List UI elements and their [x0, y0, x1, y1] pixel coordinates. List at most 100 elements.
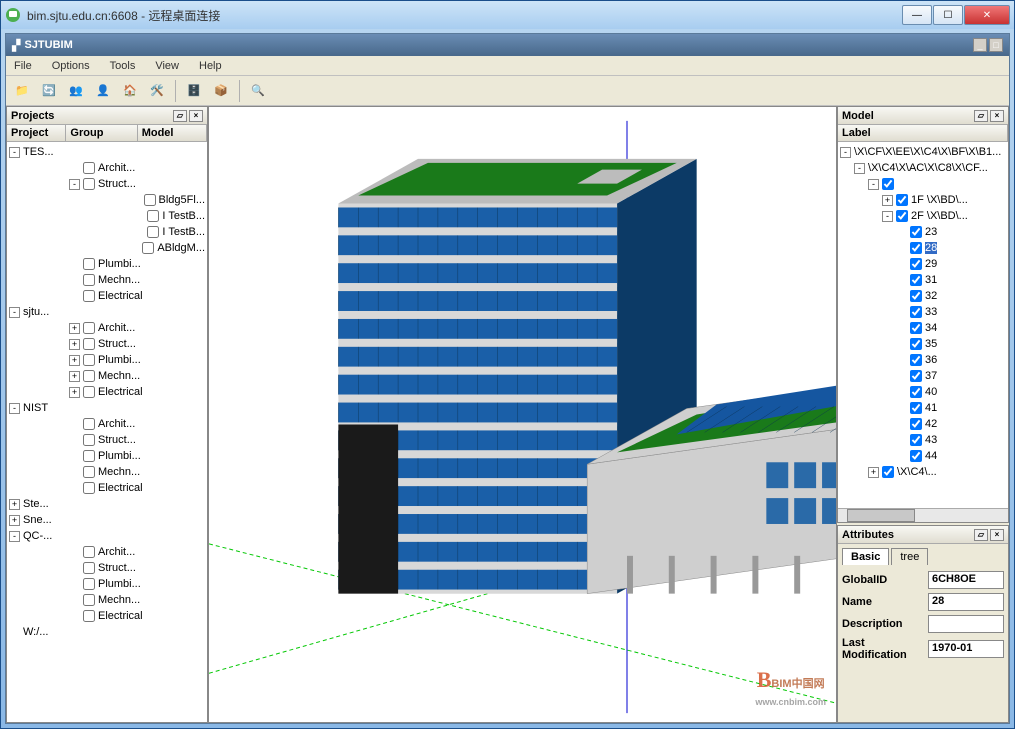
expand-icon[interactable]: +: [69, 387, 80, 398]
tree-checkbox[interactable]: [882, 466, 894, 478]
menu-help[interactable]: Help: [195, 58, 226, 74]
tree-checkbox[interactable]: [910, 242, 922, 254]
tree-checkbox[interactable]: [896, 194, 908, 206]
tree-row[interactable]: Plumbi...: [9, 256, 205, 272]
tree-checkbox[interactable]: [83, 354, 95, 366]
collapse-icon[interactable]: -: [840, 147, 851, 158]
tree-row[interactable]: 44: [840, 448, 1006, 464]
tree-row[interactable]: Struct...: [9, 560, 205, 576]
tree-checkbox[interactable]: [83, 178, 95, 190]
col-model[interactable]: Model: [138, 125, 207, 141]
tree-row[interactable]: Struct...: [9, 432, 205, 448]
panel-float-button[interactable]: ▱: [974, 529, 988, 541]
home-icon[interactable]: 🏠: [118, 79, 142, 103]
tab-tree[interactable]: tree: [891, 548, 928, 565]
tree-row[interactable]: 35: [840, 336, 1006, 352]
tree-row[interactable]: +Electrical: [9, 384, 205, 400]
tree-checkbox[interactable]: [83, 578, 95, 590]
package-icon[interactable]: 📦: [209, 79, 233, 103]
app-min-button[interactable]: _: [973, 38, 987, 52]
tree-row[interactable]: -: [840, 176, 1006, 192]
tree-row[interactable]: ABldgM...: [9, 240, 205, 256]
tree-checkbox[interactable]: [83, 162, 95, 174]
tree-checkbox[interactable]: [910, 370, 922, 382]
collapse-icon[interactable]: -: [69, 179, 80, 190]
expand-icon[interactable]: +: [69, 339, 80, 350]
tree-checkbox[interactable]: [910, 402, 922, 414]
tree-row[interactable]: -sjtu...: [9, 304, 205, 320]
tree-row[interactable]: Electrical: [9, 480, 205, 496]
tree-checkbox[interactable]: [910, 274, 922, 286]
collapse-icon[interactable]: -: [854, 163, 865, 174]
scrollbar-h[interactable]: [838, 508, 1008, 522]
tree-row[interactable]: Plumbi...: [9, 448, 205, 464]
expand-icon[interactable]: +: [69, 323, 80, 334]
panel-float-button[interactable]: ▱: [974, 110, 988, 122]
expand-icon[interactable]: +: [69, 371, 80, 382]
db-icon[interactable]: 🗄️: [182, 79, 206, 103]
tree-checkbox[interactable]: [910, 434, 922, 446]
tree-checkbox[interactable]: [83, 434, 95, 446]
user-icon[interactable]: 👤: [91, 79, 115, 103]
folder-icon[interactable]: 📁: [10, 79, 34, 103]
tree-checkbox[interactable]: [896, 210, 908, 222]
tree-checkbox[interactable]: [83, 562, 95, 574]
tree-row[interactable]: Electrical: [9, 608, 205, 624]
expand-icon[interactable]: +: [69, 355, 80, 366]
tree-row[interactable]: +Ste...: [9, 496, 205, 512]
tree-checkbox[interactable]: [83, 290, 95, 302]
search-icon[interactable]: 🔍: [246, 79, 270, 103]
collapse-icon[interactable]: -: [9, 531, 20, 542]
tree-row[interactable]: -\X\CF\X\EE\X\C4\X\BF\X\B1...: [840, 144, 1006, 160]
menu-options[interactable]: Options: [48, 58, 94, 74]
tree-checkbox[interactable]: [910, 450, 922, 462]
tree-checkbox[interactable]: [83, 466, 95, 478]
viewport-3d[interactable]: BBIM中国网 www.cnbim.com: [208, 106, 837, 723]
tree-row[interactable]: -2F \X\BD\...: [840, 208, 1006, 224]
tree-checkbox[interactable]: [83, 546, 95, 558]
projects-tree[interactable]: -TES...Archit...-Struct...Bldg5Fl...I Te…: [7, 142, 207, 722]
tree-row[interactable]: Archit...: [9, 416, 205, 432]
tree-row[interactable]: Archit...: [9, 544, 205, 560]
tree-checkbox[interactable]: [144, 194, 156, 206]
tab-basic[interactable]: Basic: [842, 548, 889, 565]
tree-row[interactable]: +Archit...: [9, 320, 205, 336]
tree-row[interactable]: I TestB...: [9, 224, 205, 240]
tree-row[interactable]: +Mechn...: [9, 368, 205, 384]
tree-checkbox[interactable]: [910, 306, 922, 318]
tree-checkbox[interactable]: [910, 386, 922, 398]
tree-row[interactable]: I TestB...: [9, 208, 205, 224]
tree-checkbox[interactable]: [83, 322, 95, 334]
col-group[interactable]: Group: [66, 125, 137, 141]
tree-row[interactable]: 23: [840, 224, 1006, 240]
tree-row[interactable]: Archit...: [9, 160, 205, 176]
tree-checkbox[interactable]: [910, 338, 922, 350]
panel-close-button[interactable]: ×: [990, 529, 1004, 541]
tree-row[interactable]: 31: [840, 272, 1006, 288]
collapse-icon[interactable]: -: [882, 211, 893, 222]
collapse-icon[interactable]: -: [9, 403, 20, 414]
tree-row[interactable]: 37: [840, 368, 1006, 384]
tree-checkbox[interactable]: [910, 258, 922, 270]
tree-row[interactable]: -TES...: [9, 144, 205, 160]
tree-checkbox[interactable]: [83, 338, 95, 350]
tree-row[interactable]: Mechn...: [9, 592, 205, 608]
tree-row[interactable]: 34: [840, 320, 1006, 336]
tree-checkbox[interactable]: [910, 322, 922, 334]
panel-close-button[interactable]: ×: [189, 110, 203, 122]
col-project[interactable]: Project: [7, 125, 66, 141]
tree-row[interactable]: W:/...: [9, 624, 205, 640]
tree-checkbox[interactable]: [910, 226, 922, 238]
tree-row[interactable]: 28: [840, 240, 1006, 256]
tree-checkbox[interactable]: [910, 354, 922, 366]
tree-checkbox[interactable]: [83, 610, 95, 622]
tree-row[interactable]: 43: [840, 432, 1006, 448]
tree-row[interactable]: Electrical: [9, 288, 205, 304]
expand-icon[interactable]: +: [9, 499, 20, 510]
tree-row[interactable]: -NIST: [9, 400, 205, 416]
tree-checkbox[interactable]: [83, 450, 95, 462]
tree-checkbox[interactable]: [83, 482, 95, 494]
menu-view[interactable]: View: [151, 58, 183, 74]
app-max-button[interactable]: □: [989, 38, 1003, 52]
tree-checkbox[interactable]: [910, 290, 922, 302]
